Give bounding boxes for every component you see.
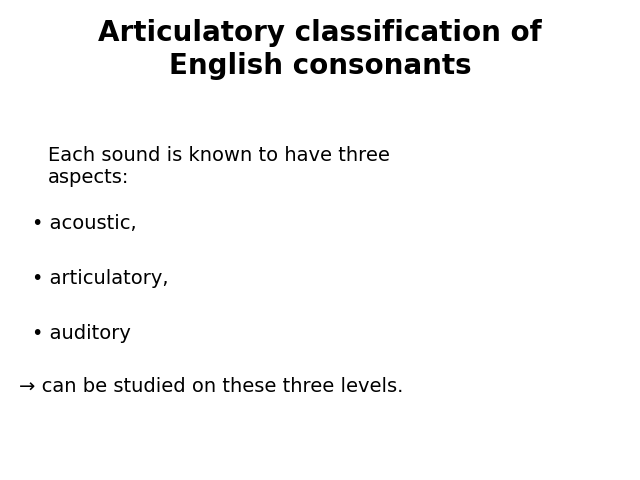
Text: Articulatory classification of
English consonants: Articulatory classification of English c… [98,19,542,80]
Text: • auditory: • auditory [32,324,131,343]
Text: → can be studied on these three levels.: → can be studied on these three levels. [19,377,404,396]
Text: Each sound is known to have three
aspects:: Each sound is known to have three aspect… [48,146,390,187]
Text: • acoustic,: • acoustic, [32,214,136,233]
Text: • articulatory,: • articulatory, [32,269,168,288]
